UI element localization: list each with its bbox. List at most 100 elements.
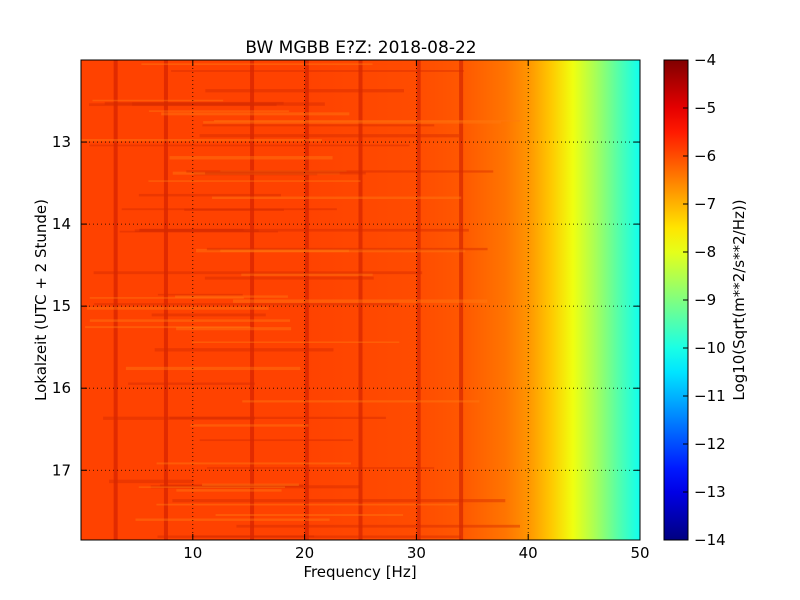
time-streak xyxy=(138,193,282,197)
time-streak xyxy=(139,228,469,232)
time-streak xyxy=(85,326,251,329)
time-streak xyxy=(154,348,334,352)
time-streak xyxy=(191,535,315,538)
time-streak xyxy=(156,462,351,465)
colorbar-tick-label: −7 xyxy=(694,195,716,213)
time-streak xyxy=(241,273,373,276)
time-streak xyxy=(157,293,243,296)
colorbar-tick-label: −14 xyxy=(694,531,726,549)
time-streak xyxy=(175,295,288,298)
time-streak xyxy=(190,424,309,427)
time-streak xyxy=(94,303,400,306)
time-streak xyxy=(212,196,462,200)
colorbar-tick-label: −4 xyxy=(694,51,716,69)
colorbar-tick-label: −10 xyxy=(694,339,726,357)
time-streak xyxy=(193,172,318,176)
x-tick-label: 20 xyxy=(295,544,314,562)
y-axis-ticks: 13 14 15 16 17 xyxy=(52,133,640,479)
spectral-line xyxy=(416,60,421,540)
time-streak xyxy=(89,297,244,299)
y-axis-label: Lokalzeit (UTC + 2 Stunde) xyxy=(32,199,50,401)
time-streak xyxy=(128,382,255,385)
time-streak xyxy=(86,306,269,310)
spectral-line xyxy=(250,60,255,540)
time-streak xyxy=(135,518,330,521)
spectral-line xyxy=(459,60,464,540)
heatmap-streaks xyxy=(81,60,521,540)
x-axis-label: Frequency [Hz] xyxy=(303,563,416,581)
time-streak xyxy=(242,400,480,403)
time-streak xyxy=(202,124,435,127)
colorbar-tick-label: −13 xyxy=(694,483,726,501)
chart-title: BW MGBB E?Z: 2018-08-22 xyxy=(245,38,476,58)
time-streak xyxy=(89,319,291,322)
colorbar-tick-label: −12 xyxy=(694,435,726,453)
y-tick-label: 13 xyxy=(52,133,71,151)
time-streak xyxy=(206,247,488,251)
colorbar-label: Log10(Sqrt(m**2/s**2/Hz)) xyxy=(730,199,748,400)
time-streak xyxy=(121,208,337,211)
time-streak xyxy=(205,89,404,93)
time-streak xyxy=(81,139,322,142)
time-streak xyxy=(236,524,521,528)
time-streak xyxy=(186,170,494,173)
time-streak xyxy=(169,416,386,419)
time-streak xyxy=(157,535,461,538)
time-streak xyxy=(138,486,285,488)
time-streak xyxy=(89,144,410,147)
time-streak xyxy=(184,208,284,211)
time-streak xyxy=(199,439,354,442)
x-tick-label: 50 xyxy=(630,544,649,562)
time-streak xyxy=(172,171,340,175)
time-streak xyxy=(119,230,278,233)
y-tick-label: 16 xyxy=(52,379,71,397)
colorbar: −4 −5 −6 −7 −8 −9 −10 −11 −12 −13 −14 xyxy=(663,51,726,549)
time-streak xyxy=(220,170,347,172)
time-streak xyxy=(161,112,350,116)
time-streak xyxy=(141,63,373,66)
colorbar-tick-label: −6 xyxy=(694,147,716,165)
time-streak xyxy=(104,101,284,105)
y-tick-label: 15 xyxy=(52,297,71,315)
colorbar-tick-label: −8 xyxy=(694,243,716,261)
time-streak xyxy=(215,514,404,516)
time-streak xyxy=(92,99,224,102)
x-tick-label: 10 xyxy=(183,544,202,562)
x-tick-label: 30 xyxy=(407,544,426,562)
time-streak xyxy=(176,327,292,331)
time-streak xyxy=(148,110,289,112)
time-streak xyxy=(176,489,282,492)
grid-lines xyxy=(81,60,640,540)
time-streak xyxy=(151,313,266,317)
plot-area xyxy=(80,59,641,541)
time-streak xyxy=(150,485,360,489)
time-streak xyxy=(199,134,459,138)
time-streak xyxy=(196,248,466,253)
spectral-line xyxy=(304,60,309,540)
spectral-line xyxy=(163,60,168,540)
colorbar-tick-label: −9 xyxy=(694,291,716,309)
time-streak xyxy=(132,102,325,106)
time-streak xyxy=(109,479,194,484)
time-streak xyxy=(134,229,259,233)
time-streak xyxy=(206,467,435,469)
plot-frame xyxy=(80,59,641,541)
colorbar-ticks: −4 −5 −6 −7 −8 −9 −10 −11 −12 −13 −14 xyxy=(683,51,726,549)
colorbar-tick-label: −5 xyxy=(694,99,716,117)
y-tick-label: 14 xyxy=(52,215,71,233)
time-streak xyxy=(233,299,488,303)
spectral-line xyxy=(113,60,118,540)
time-streak xyxy=(148,180,361,182)
time-streak xyxy=(203,121,502,124)
x-axis-ticks: 10 20 30 40 50 xyxy=(183,60,650,562)
spectral-line xyxy=(358,60,363,540)
colorbar-tick-label: −11 xyxy=(694,387,726,405)
time-streak xyxy=(204,276,374,280)
time-streak xyxy=(171,70,464,72)
time-streak xyxy=(125,366,301,371)
time-streak xyxy=(202,483,299,487)
time-streak xyxy=(205,171,366,175)
time-streak xyxy=(172,499,506,503)
time-streak xyxy=(156,503,458,506)
